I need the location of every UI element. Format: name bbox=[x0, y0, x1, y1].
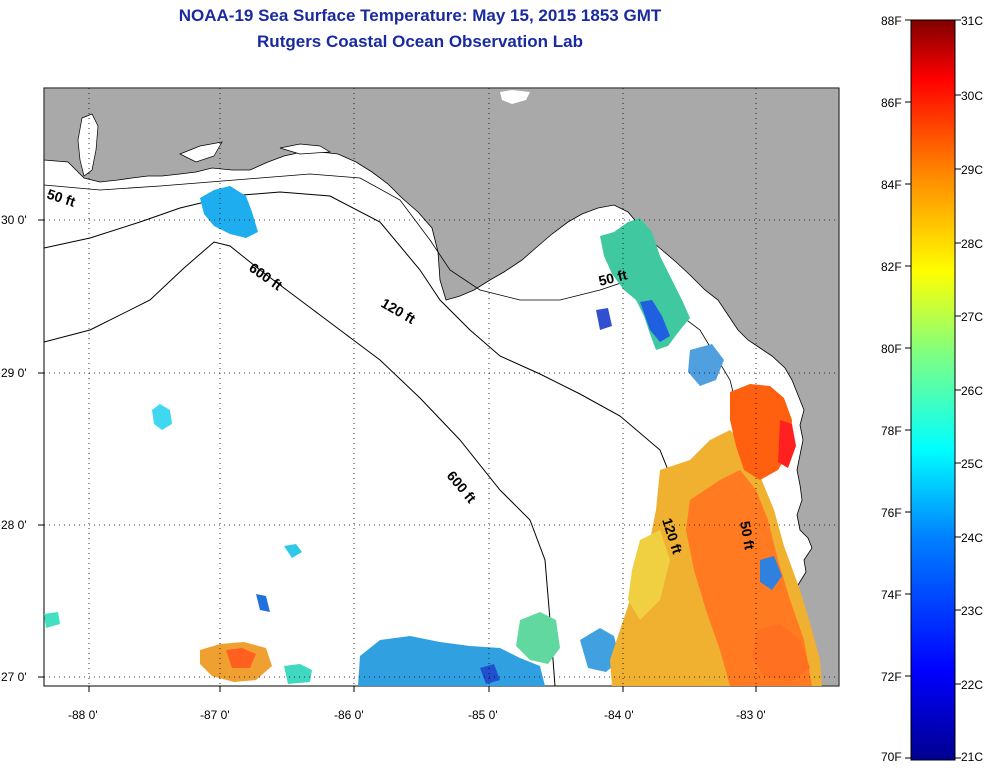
colorbar-label-c: 22C bbox=[961, 678, 984, 692]
map-subtitle: Rutgers Coastal Ocean Observation Lab bbox=[257, 32, 583, 51]
colorbar-label-f: 70F bbox=[881, 750, 902, 764]
lon-tick-label: -87 0' bbox=[200, 708, 230, 722]
colorbar-label-f: 82F bbox=[881, 260, 902, 274]
colorbar-label-c: 30C bbox=[961, 89, 984, 103]
colorbar-label-f: 86F bbox=[881, 96, 902, 110]
lake bbox=[500, 90, 530, 104]
frame-ticks bbox=[38, 219, 757, 692]
colorbar bbox=[910, 19, 956, 761]
sst-patches bbox=[44, 186, 822, 686]
colorbar-label-c: 31C bbox=[961, 14, 984, 28]
map-title: NOAA-19 Sea Surface Temperature: May 15,… bbox=[178, 6, 662, 25]
lat-tick-label: 27 0' bbox=[1, 670, 27, 684]
isobath-600ft bbox=[44, 241, 556, 686]
colorbar-label-c: 24C bbox=[961, 531, 984, 545]
isobath-label: 50 ft bbox=[597, 266, 629, 289]
isobath-label: 50 ft bbox=[737, 520, 758, 551]
lat-tick-label: 29 0' bbox=[1, 366, 27, 380]
colorbar-label-c: 21C bbox=[961, 750, 984, 764]
colorbar-label-f: 84F bbox=[881, 178, 902, 192]
colorbar-label-f: 74F bbox=[881, 588, 902, 602]
colorbar-label-f: 88F bbox=[881, 14, 902, 28]
colorbar-label-c: 23C bbox=[961, 604, 984, 618]
lon-tick-label: -88 0' bbox=[68, 708, 98, 722]
colorbar-label-c: 27C bbox=[961, 310, 984, 324]
lon-tick-label: -85 0' bbox=[468, 708, 498, 722]
colorbar-label-c: 25C bbox=[961, 457, 984, 471]
colorbar-label-c: 28C bbox=[961, 237, 984, 251]
lon-tick-label: -84 0' bbox=[604, 708, 634, 722]
bay-inlet bbox=[77, 113, 99, 177]
colorbar-label-c: 26C bbox=[961, 384, 984, 398]
land-mass bbox=[44, 88, 839, 686]
colorbar-label-f: 76F bbox=[881, 506, 902, 520]
colorbar-label-c: 29C bbox=[961, 163, 984, 177]
bay-inlet bbox=[279, 143, 332, 155]
colorbar-label-f: 80F bbox=[881, 342, 902, 356]
lon-tick-label: -86 0' bbox=[334, 708, 364, 722]
lon-tick-label: -83 0' bbox=[736, 708, 766, 722]
colorbar-ticks bbox=[905, 19, 961, 759]
colorbar-label-f: 78F bbox=[881, 424, 902, 438]
colorbar-label-f: 72F bbox=[881, 670, 902, 684]
lat-tick-label: 30 0' bbox=[1, 213, 27, 227]
bay-inlet bbox=[179, 141, 223, 163]
lat-tick-label: 28 0' bbox=[1, 518, 27, 532]
